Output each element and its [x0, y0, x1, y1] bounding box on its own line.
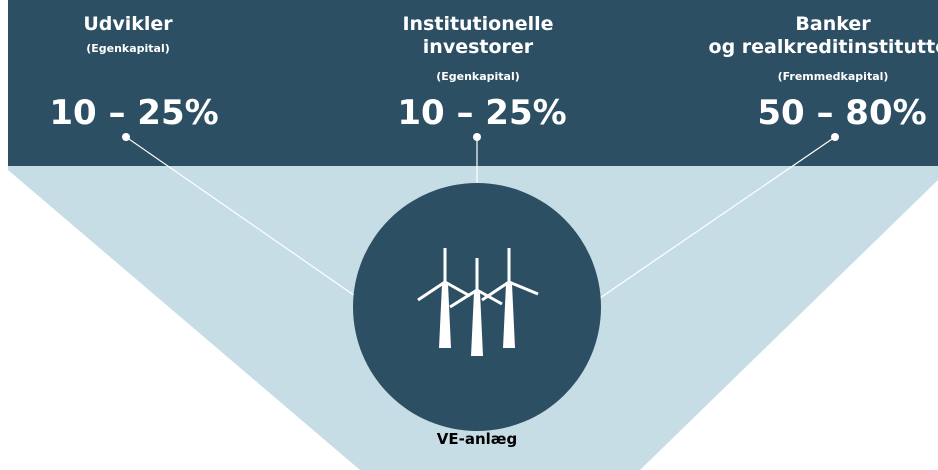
connector-dots — [122, 133, 839, 141]
connector — [125, 136, 359, 299]
connector — [599, 136, 836, 299]
group-title: Banker og realkreditinstitutter — [709, 13, 938, 58]
dot — [122, 133, 130, 141]
connectors — [125, 136, 836, 299]
group-share: 10 – 25% — [397, 93, 566, 133]
group-title: Udvikler — [83, 13, 173, 35]
wind-turbine-icon — [417, 248, 539, 356]
center-label: VE-anlæg — [437, 430, 517, 448]
header-band — [8, 0, 938, 166]
group-subtitle: (Egenkapital) — [436, 70, 520, 83]
group-title: Institutionelle investorer — [402, 13, 553, 58]
group-subtitle: (Egenkapital) — [86, 42, 170, 55]
group-share: 10 – 25% — [49, 93, 218, 133]
group-subtitle: (Fremmedkapital) — [778, 70, 889, 83]
dot — [831, 133, 839, 141]
group-share: 50 – 80% — [757, 93, 926, 133]
dot — [473, 133, 481, 141]
